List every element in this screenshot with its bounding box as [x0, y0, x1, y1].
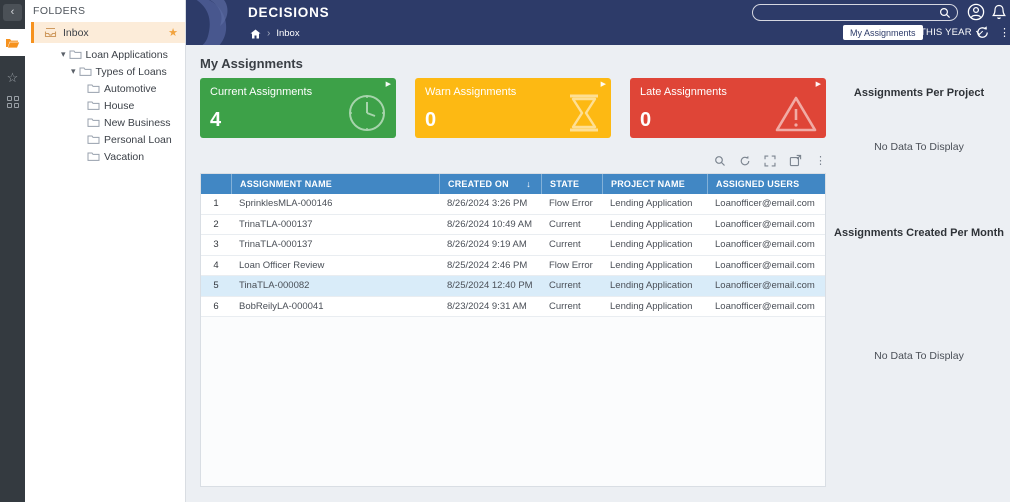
rail-item-favorites[interactable]: ☆ [6, 70, 19, 85]
table-row[interactable]: 2 TrinaTLA-000137 8/26/2024 10:49 AM Cur… [201, 214, 825, 235]
hourglass-icon [570, 94, 598, 132]
column-header-assigned-users[interactable]: ASSIGNED USERS [707, 174, 825, 194]
table-row[interactable]: 1 SprinklesMLA-000146 8/26/2024 3:26 PM … [201, 194, 825, 215]
breadcrumb-current[interactable]: Inbox [276, 28, 300, 39]
chart-empty-state: No Data To Display [874, 350, 964, 362]
search-icon[interactable] [939, 7, 951, 19]
caret-down-icon[interactable]: ▾ [71, 66, 76, 76]
table-row[interactable]: 6 BobReilyLA-000041 8/23/2024 9:31 AM Cu… [201, 296, 825, 317]
sidebar-item-personal-loan[interactable]: Personal Loan [87, 131, 172, 148]
folder-icon [87, 135, 100, 144]
column-header-created-on[interactable]: CREATED ON ↓ [439, 174, 541, 194]
favorite-star-icon[interactable]: ★ [168, 27, 178, 39]
column-header-project-name[interactable]: PROJECT NAME [602, 174, 707, 194]
folder-icon [87, 101, 100, 110]
inbox-tray-icon [44, 27, 57, 38]
folder-label: Automotive [104, 82, 157, 95]
left-rail: ‹ ☆ [0, 0, 25, 502]
top-header: DECISIONS › Inbox My Assignments THIS YE… [186, 0, 1010, 45]
sidebar-item-inbox[interactable]: Inbox ★ [31, 22, 185, 43]
clock-icon [349, 95, 385, 131]
search-input[interactable] [753, 7, 939, 18]
global-search [752, 4, 958, 21]
column-header-index[interactable] [201, 174, 231, 194]
folder-label: Loan Applications [85, 48, 168, 61]
summary-cards: Current Assignments 4 ▶ Warn Assignments… [200, 78, 826, 138]
kebab-menu-icon[interactable]: ⋮ [999, 27, 1010, 39]
table-header-row: ASSIGNMENT NAME CREATED ON ↓ STATE PROJE… [201, 174, 825, 194]
folder-icon [87, 84, 100, 93]
folder-icon [79, 67, 92, 76]
app-title: DECISIONS [248, 5, 330, 20]
user-account-icon[interactable] [967, 3, 985, 21]
column-label: CREATED ON [448, 179, 509, 189]
card-warn-assignments[interactable]: Warn Assignments 0 ▶ [415, 78, 611, 138]
folder-label: Types of Loans [95, 65, 167, 78]
main-content: My Assignments Current Assignments 4 ▶ W… [186, 45, 1010, 502]
page-title: My Assignments [200, 56, 303, 71]
warning-triangle-icon [775, 96, 817, 132]
inbox-label: Inbox [63, 26, 89, 39]
card-value: 0 [425, 109, 437, 131]
table-expand-icon[interactable] [764, 154, 776, 167]
card-arrow-icon[interactable]: ▶ [600, 81, 606, 88]
folder-label: House [104, 99, 135, 112]
card-value: 0 [640, 109, 652, 131]
folders-panel-title: FOLDERS [33, 5, 86, 17]
table-search-icon[interactable] [714, 155, 726, 167]
sidebar-item-types-of-loans[interactable]: ▾ Types of Loans [71, 63, 167, 80]
sort-desc-icon[interactable]: ↓ [526, 179, 531, 189]
sidebar-item-vacation[interactable]: Vacation [87, 148, 144, 165]
card-value: 4 [210, 109, 222, 131]
card-late-assignments[interactable]: Late Assignments 0 ▶ [630, 78, 826, 138]
assignments-table: ASSIGNMENT NAME CREATED ON ↓ STATE PROJE… [200, 173, 826, 487]
chart-title-assignments-per-project: Assignments Per Project [853, 87, 985, 99]
rail-item-dashboards[interactable] [0, 96, 25, 108]
table-row[interactable]: 3 TrinaTLA-000137 8/26/2024 9:19 AM Curr… [201, 235, 825, 256]
collapse-sidebar-button[interactable]: ‹ [3, 4, 22, 21]
home-icon[interactable] [250, 29, 261, 39]
caret-down-icon[interactable]: ▾ [61, 49, 66, 59]
folder-icon [69, 50, 82, 59]
folder-icon [87, 118, 100, 127]
table-refresh-icon[interactable] [739, 155, 751, 167]
view-selector-button[interactable]: My Assignments [843, 25, 923, 40]
period-selector[interactable]: THIS YEAR [920, 27, 983, 38]
folders-panel: FOLDERS Inbox ★ ▾ Loan Applications ▾ Ty… [25, 0, 186, 502]
folder-icon [87, 152, 100, 161]
sidebar-item-house[interactable]: House [87, 97, 134, 114]
table-export-icon[interactable] [789, 154, 802, 167]
folder-label: New Business [104, 116, 171, 129]
refresh-icon[interactable] [975, 25, 990, 40]
card-title: Current Assignments [210, 86, 313, 98]
card-title: Late Assignments [640, 86, 727, 98]
grid-icon [6, 96, 19, 108]
table-row[interactable]: 4 Loan Officer Review 8/25/2024 2:46 PM … [201, 255, 825, 276]
notifications-bell-icon[interactable] [992, 4, 1006, 20]
card-arrow-icon[interactable]: ▶ [815, 81, 821, 88]
table-row-selected[interactable]: 5 TinaTLA-000082 8/25/2024 12:40 PM Curr… [201, 276, 825, 297]
column-header-assignment-name[interactable]: ASSIGNMENT NAME [231, 174, 439, 194]
folder-open-icon [6, 38, 20, 48]
chart-title-assignments-created-per-month: Assignments Created Per Month [834, 227, 1004, 239]
folder-label: Personal Loan [104, 133, 172, 146]
sidebar-item-loan-applications[interactable]: ▾ Loan Applications [61, 46, 168, 63]
card-title: Warn Assignments [425, 86, 517, 98]
folder-label: Vacation [104, 150, 145, 163]
breadcrumb-chevron: › [267, 28, 271, 39]
period-label: THIS YEAR [920, 27, 972, 38]
breadcrumb: › Inbox [250, 28, 300, 39]
chart-empty-state: No Data To Display [874, 141, 964, 153]
rail-item-folders[interactable] [0, 29, 25, 56]
card-arrow-icon[interactable]: ▶ [385, 81, 391, 88]
column-header-state[interactable]: STATE [541, 174, 602, 194]
decisions-logo [196, 0, 228, 45]
table-kebab-icon[interactable]: ⋮ [815, 155, 826, 167]
sidebar-item-new-business[interactable]: New Business [87, 114, 171, 131]
card-current-assignments[interactable]: Current Assignments 4 ▶ [200, 78, 396, 138]
sidebar-item-automotive[interactable]: Automotive [87, 80, 157, 97]
table-toolbar: ⋮ [200, 154, 826, 167]
